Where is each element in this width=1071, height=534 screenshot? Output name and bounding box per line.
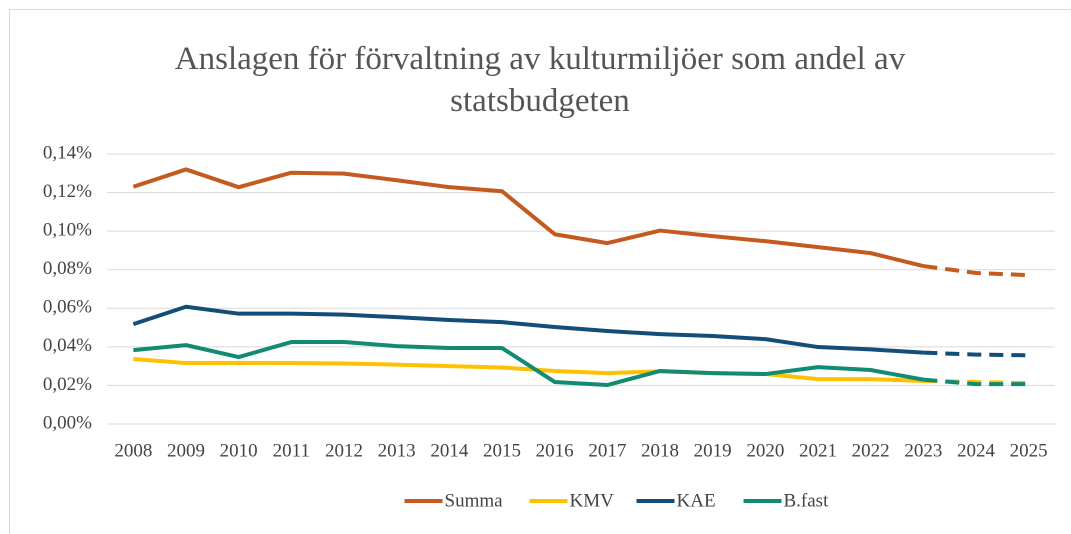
y-tick-label: 0,10%: [43, 220, 92, 241]
x-tick-label: 2017: [588, 440, 626, 461]
series-line-dashed: [923, 264, 1029, 278]
chart-border: [9, 9, 1071, 534]
x-tick-label: 2018: [641, 440, 679, 461]
y-tick-label: 0,08%: [43, 258, 92, 279]
x-tick-label: 2015: [483, 440, 521, 461]
x-tick-label: 2012: [325, 440, 363, 461]
series-line-dashed: [923, 377, 1029, 387]
x-tick-label: 2021: [799, 440, 837, 461]
x-tick-label: 2010: [220, 440, 258, 461]
x-tick-label: 2009: [167, 440, 205, 461]
series-line-dashed: [923, 378, 1029, 386]
x-tick-label: 2024: [957, 440, 996, 461]
series-line: [132, 167, 924, 268]
x-tick-label: 2025: [1010, 440, 1048, 461]
x-tick-label: 2013: [378, 440, 416, 461]
y-tick-label: 0,02%: [43, 374, 92, 395]
series-line: [133, 340, 924, 388]
y-tick-label: 0,04%: [43, 335, 92, 356]
x-tick-label: 2016: [536, 440, 574, 461]
legend-label: KMV: [570, 490, 615, 511]
legend-label: KAE: [677, 490, 716, 511]
x-tick-label: 2020: [746, 440, 784, 461]
legend-label: B.fast: [784, 490, 830, 511]
x-tick-label: 2011: [273, 440, 310, 461]
legend-label: Summa: [445, 490, 504, 511]
y-tick-label: 0,12%: [43, 181, 92, 202]
x-tick-label: 2008: [114, 440, 152, 461]
y-tick-label: 0,14%: [43, 142, 92, 163]
x-tick-label: 2023: [904, 440, 942, 461]
series-line-dashed: [923, 350, 1029, 358]
x-tick-label: 2014: [430, 440, 469, 461]
y-tick-label: 0,06%: [43, 297, 92, 318]
x-tick-label: 2022: [852, 440, 890, 461]
x-tick-label: 2019: [694, 440, 732, 461]
series-line: [133, 357, 924, 383]
chart-title: Anslagen för förvaltning av kulturmiljöe…: [174, 41, 906, 119]
series-line: [132, 304, 924, 355]
y-tick-label: 0,00%: [43, 412, 92, 433]
